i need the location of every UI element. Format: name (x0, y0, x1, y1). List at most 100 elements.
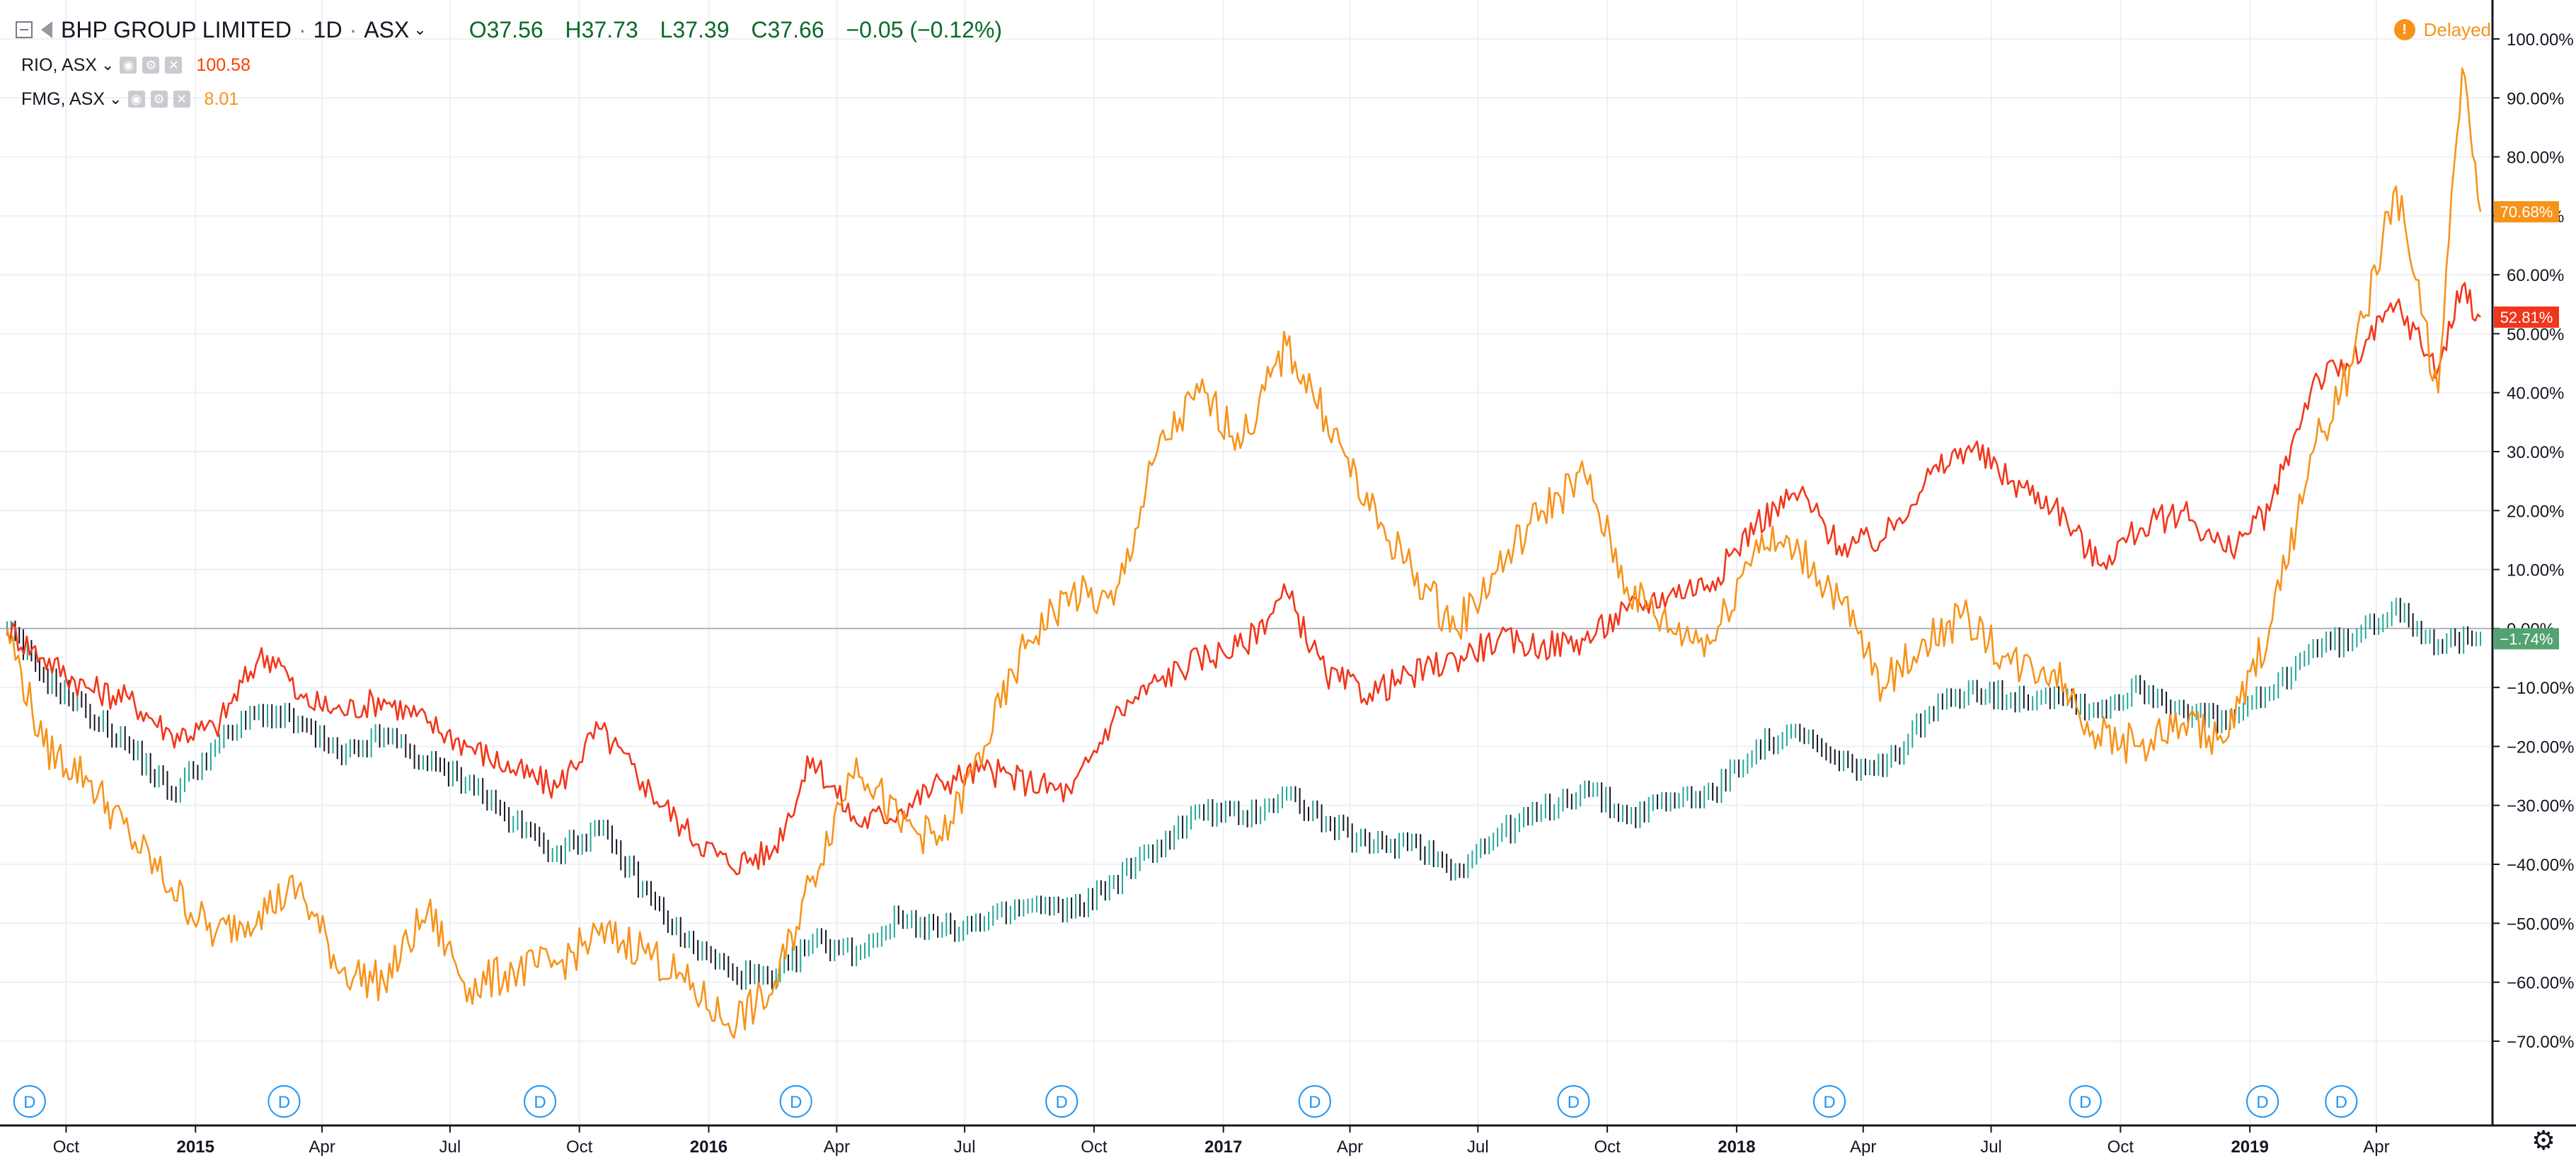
last-value-bg-bhp (2494, 628, 2559, 650)
last-value-bg-rio (2494, 306, 2559, 328)
y-tick-label: 90.00% (2507, 89, 2564, 108)
x-tick-label: Jul (1980, 1138, 2002, 1157)
y-tick-label: 20.00% (2507, 502, 2564, 521)
main-exchange[interactable]: ASX (364, 16, 410, 42)
compare-legend-rio[interactable]: RIO, ASX ⌄ ◉ ⚙ ✕ 100.58 (21, 50, 251, 81)
dividend-marker-label: D (1568, 1093, 1580, 1112)
chevron-down-icon[interactable]: ⌄ (100, 56, 115, 74)
x-tick-label: Oct (1081, 1138, 1108, 1157)
x-tick-label: Apr (309, 1138, 335, 1157)
y-tick-label: −30.00% (2507, 797, 2574, 816)
y-tick-label: −60.00% (2507, 974, 2574, 993)
series-line-fmg (6, 67, 2482, 1039)
x-tick-label: 2015 (177, 1138, 214, 1157)
x-tick-label: 2019 (2231, 1138, 2268, 1157)
delayed-label: Delayed (2423, 18, 2491, 40)
eye-icon[interactable]: ◉ (120, 57, 137, 74)
dividend-marker-icon[interactable] (268, 1085, 301, 1118)
high-value: H37.73 (565, 16, 638, 42)
gear-icon[interactable]: ⚙ (142, 57, 160, 74)
x-tick-label: 2016 (690, 1138, 728, 1157)
dividend-marker-icon[interactable] (2246, 1085, 2279, 1118)
change-value: −0.05 (−0.12%) (846, 16, 1003, 42)
compare-symbol[interactable]: FMG, ASX (21, 88, 105, 109)
main-symbol[interactable]: BHP GROUP LIMITED (61, 16, 292, 42)
y-tick-label: −50.00% (2507, 915, 2574, 934)
dividend-marker-icon[interactable] (1557, 1085, 1590, 1118)
main-series-legend[interactable]: BHP GROUP LIMITED · 1D · ASX ⌄ O37.56 H3… (16, 10, 1018, 50)
last-value-bg-fmg (2494, 201, 2559, 223)
compare-legend-fmg[interactable]: FMG, ASX ⌄ ◉ ⚙ ✕ 8.01 (21, 84, 238, 115)
dividend-marker-label: D (2079, 1093, 2091, 1112)
x-tick-label: Jul (439, 1138, 461, 1157)
x-tick-label: Apr (1850, 1138, 1876, 1157)
chevron-down-icon[interactable]: ⌄ (413, 21, 427, 38)
x-tick-label: Apr (2363, 1138, 2389, 1157)
x-tick-label: Jul (1467, 1138, 1489, 1157)
y-tick-label: 60.00% (2507, 266, 2564, 285)
flag-icon[interactable] (41, 21, 52, 38)
dividend-marker-icon[interactable] (524, 1085, 557, 1118)
last-value-label-fmg: 70.68% (2500, 203, 2553, 221)
y-tick-label: 100.00% (2507, 30, 2574, 50)
y-tick-label: −40.00% (2507, 856, 2574, 875)
close-icon[interactable]: ✕ (173, 91, 190, 108)
dividend-marker-icon[interactable] (1813, 1085, 1846, 1118)
grid (0, 0, 2492, 1125)
series-bars-bhp (6, 597, 2481, 990)
dividend-marker-icon[interactable] (1298, 1085, 1331, 1118)
last-value-labels: −1.74% 52.81% 70.68% (2494, 201, 2559, 650)
dividend-marker-label: D (1309, 1093, 1321, 1112)
dividend-marker-label: D (1056, 1093, 1068, 1112)
dividend-marker-icon[interactable] (2325, 1085, 2358, 1118)
x-tick-label: Oct (1594, 1138, 1621, 1157)
x-tick-label: Oct (566, 1138, 593, 1157)
dividend-marker-label: D (534, 1093, 546, 1112)
eye-icon[interactable]: ◉ (127, 91, 145, 108)
x-tick-label: Oct (2108, 1138, 2134, 1157)
main-interval[interactable]: 1D (313, 16, 343, 42)
dividend-marker-icon[interactable] (13, 1085, 46, 1118)
close-value: C37.66 (751, 16, 824, 42)
y-tick-label: 10.00% (2507, 561, 2564, 580)
collapse-icon[interactable] (16, 21, 33, 38)
dividend-marker-label: D (2335, 1093, 2347, 1112)
y-tick-label: 80.00% (2507, 149, 2564, 168)
close-icon[interactable]: ✕ (165, 57, 183, 74)
dividend-marker-icon[interactable] (2069, 1085, 2102, 1118)
dividend-marker-icon[interactable] (1045, 1085, 1079, 1118)
dividend-marker-label: D (23, 1093, 35, 1112)
y-tick-label: 40.00% (2507, 384, 2564, 403)
compare-value: 100.58 (196, 55, 251, 75)
y-tick-label: −10.00% (2507, 679, 2574, 698)
info-icon: ! (2393, 19, 2415, 40)
last-value-label-rio: 52.81% (2500, 309, 2553, 326)
x-tick-label: Jul (954, 1138, 976, 1157)
chart-settings-gear-icon[interactable]: ⚙ (2531, 1125, 2556, 1156)
y-tick-label: −70.00% (2507, 1033, 2574, 1052)
y-tick-label: −20.00% (2507, 738, 2574, 757)
last-value-label-bhp: −1.74% (2500, 630, 2553, 648)
compare-value: 8.01 (204, 88, 239, 109)
y-tick-label: 50.00% (2507, 325, 2564, 344)
x-tick-label: Apr (1337, 1138, 1363, 1157)
ohlc-values: O37.56 H37.73 L37.39 C37.66 −0.05 (−0.12… (469, 17, 1018, 43)
dividend-marker-icon[interactable] (779, 1085, 812, 1118)
low-value: L37.39 (660, 16, 730, 42)
chevron-down-icon[interactable]: ⌄ (109, 90, 122, 108)
gear-icon[interactable]: ⚙ (150, 91, 168, 108)
delayed-badge[interactable]: ! Delayed (2393, 13, 2491, 47)
y-tick-label: 30.00% (2507, 443, 2564, 462)
x-tick-label: Oct (53, 1138, 80, 1157)
dividend-marker-label: D (2256, 1093, 2268, 1112)
time-axis[interactable]: Oct 2015 Apr Jul Oct 2016 Apr Jul Oct 2017 Apr Jul O… (0, 1124, 2576, 1157)
dividend-marker-label: D (790, 1093, 802, 1112)
price-axis[interactable]: 100.00%90.00%80.00%70.00%60.00%50.00%40.… (2491, 0, 2574, 1125)
separator-dot: · (349, 16, 357, 42)
open-value: O37.56 (468, 16, 544, 42)
x-tick-label: Apr (824, 1138, 850, 1157)
x-tick-label: 2018 (1718, 1138, 1755, 1157)
compare-symbol[interactable]: RIO, ASX (21, 55, 97, 75)
